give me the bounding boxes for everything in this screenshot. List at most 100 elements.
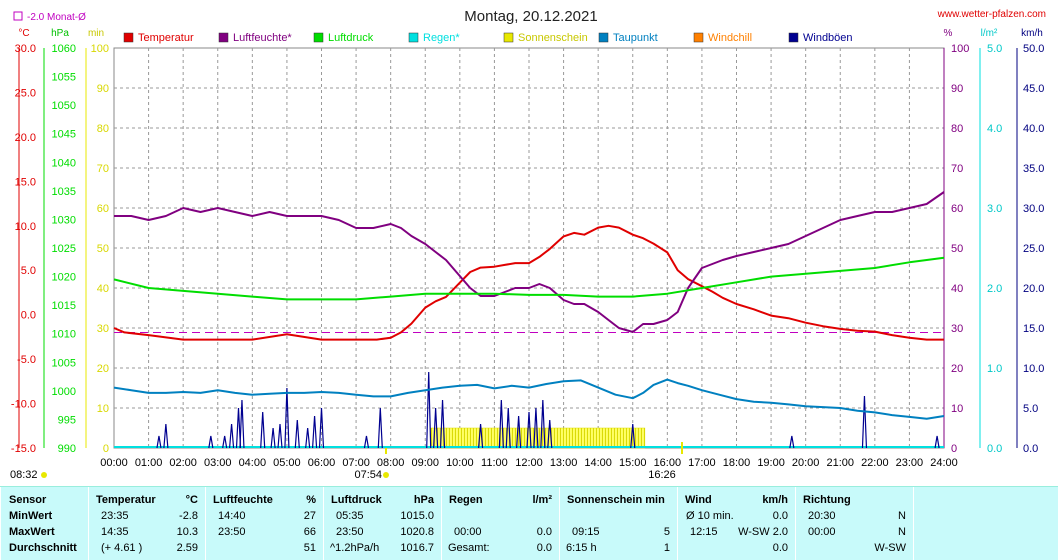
wind-tick-label: 35.0: [1023, 163, 1044, 175]
wind-gust-spike: [235, 407, 242, 449]
stats-row-label-max: MaxWert: [9, 526, 55, 538]
monthly-avg-label: -2.0 Monat-Ø: [27, 12, 86, 23]
rain-tick-label: 5.0: [987, 43, 1002, 55]
stats-header-direction: Richtung: [803, 494, 851, 506]
statistics-table: Sensor MinWert MaxWert Durchschnitt Temp…: [0, 486, 1058, 560]
humidity-tick-label: 40: [951, 283, 963, 295]
stats-rain-total-label: Gesamt:: [448, 542, 490, 554]
temperature-tick-label: 15.0: [15, 176, 36, 188]
stats-dir-avg-value: W-SW: [874, 542, 906, 554]
wind-gust-spike: [477, 423, 484, 449]
series-line-luftdruck: [113, 256, 945, 301]
legend-swatch-3: [313, 32, 324, 43]
wind-gust-spike: [305, 427, 311, 449]
legend-swatch-8: [788, 32, 799, 43]
pressure-tick-label: 1035: [52, 186, 76, 198]
x-tick-label: 01:00: [135, 457, 163, 469]
x-tick-label: 04:00: [239, 457, 267, 469]
wind-gust-spike: [498, 399, 504, 449]
pressure-tick-label: 1000: [52, 386, 76, 398]
x-tick-label: 19:00: [757, 457, 785, 469]
pressure-tick-label: 1055: [52, 72, 76, 84]
stats-humidity-avg-value: 51: [303, 542, 316, 554]
minutes-tick-label: 50: [97, 243, 109, 255]
humidity-tick-label: 90: [951, 83, 963, 95]
sunrise-marker-label: 07:54: [354, 469, 382, 481]
stats-wind-min-value: 0.0: [772, 510, 788, 522]
rain-tick-label: 4.0: [987, 123, 1002, 135]
humidity-tick-label: 50: [951, 243, 963, 255]
wind-gust-spike: [311, 415, 318, 449]
rain-unit-label: l/m²: [981, 28, 998, 39]
pressure-tick-label: 995: [58, 414, 76, 426]
stats-header-temp: Temperatur: [96, 494, 156, 506]
wind-gust-spike: [533, 407, 539, 449]
legend-swatch-6: [598, 32, 609, 43]
temperature-tick-label: -10.0: [11, 399, 36, 411]
stats-row-label-min: MinWert: [9, 510, 53, 522]
wind-tick-label: 10.0: [1023, 363, 1044, 375]
temperature-tick-label: 30.0: [15, 43, 36, 55]
wind-gust-spike: [222, 435, 228, 449]
pressure-tick-label: 1060: [52, 43, 76, 55]
stats-header-pressure: Luftdruck: [331, 494, 382, 506]
stats-temp-min-value: -2.8: [179, 510, 198, 522]
stats-header-rain: Regen: [449, 494, 483, 506]
wind-tick-label: 0.0: [1023, 443, 1038, 455]
minutes-tick-label: 60: [97, 203, 109, 215]
wind-tick-label: 50.0: [1023, 43, 1044, 55]
minutes-tick-label: 70: [97, 163, 109, 175]
temperature-tick-label: -5.0: [17, 354, 36, 366]
x-tick-label: 13:00: [550, 457, 578, 469]
temperature-tick-label: -15.0: [11, 443, 36, 455]
humidity-tick-label: 100: [951, 43, 969, 55]
wind-unit-label: km/h: [1021, 28, 1043, 39]
wind-gust-spike: [540, 399, 546, 449]
wind-gust-spike: [277, 423, 283, 449]
x-tick-label: 23:00: [896, 457, 924, 469]
stats-rain-max-value: 0.0: [536, 526, 552, 538]
series-line-taupunkt: [113, 378, 945, 420]
x-tick-label: 20:00: [792, 457, 820, 469]
stats-temp-max-value: 10.3: [176, 526, 198, 538]
minutes-tick-label: 0: [103, 443, 109, 455]
stats-header-sunshine: Sonnenschein min: [567, 494, 665, 506]
sunrise-time-label: 08:32: [10, 469, 38, 481]
stats-sun-max-value: 5: [663, 526, 670, 538]
humidity-tick-label: 80: [951, 123, 963, 135]
stats-pressure-max-value: 1020.8: [400, 526, 434, 538]
wind-tick-label: 15.0: [1023, 323, 1044, 335]
temperature-tick-label: 10.0: [15, 221, 36, 233]
x-tick-label: 12:00: [515, 457, 543, 469]
stats-rain-max-time: 00:00: [454, 526, 482, 538]
stats-humidity-min-time: 14:40: [218, 510, 246, 522]
wind-tick-label: 45.0: [1023, 83, 1044, 95]
temperature-tick-label: 25.0: [15, 87, 36, 99]
pressure-tick-label: 1050: [52, 100, 76, 112]
stats-pressure-trend: ^1.2hPa/h: [330, 542, 380, 554]
stats-header-humidity-unit: %: [306, 494, 316, 506]
pressure-tick-label: 990: [58, 443, 76, 455]
wind-gust-spike: [516, 415, 522, 449]
pressure-tick-label: 1010: [52, 329, 76, 341]
humidity-tick-label: 20: [951, 363, 963, 375]
wind-gust-spike: [294, 419, 300, 449]
wind-gust-spike: [156, 435, 162, 449]
x-tick-label: 10:00: [446, 457, 474, 469]
wind-gust-spike: [547, 419, 553, 449]
x-tick-label: 18:00: [723, 457, 751, 469]
stats-wind-avg-value: 0.0: [772, 542, 788, 554]
wind-gust-spike: [228, 423, 235, 449]
stats-header-humidity: Luftfeuchte: [213, 494, 273, 506]
stats-pressure-max-time: 23:50: [336, 526, 364, 538]
wind-gust-spike: [163, 423, 169, 449]
wind-gust-spike: [426, 371, 432, 449]
sunrise-sun-icon: [41, 472, 47, 478]
wind-gust-spike: [630, 423, 636, 449]
pressure-unit-label: hPa: [51, 28, 69, 39]
chart-title: Montag, 20.12.2021: [464, 8, 597, 25]
monthly-avg-marker: [13, 11, 23, 21]
wind-gust-spike: [789, 435, 795, 449]
pressure-tick-label: 1020: [52, 272, 76, 284]
stats-sun-max-time: 09:15: [572, 526, 600, 538]
